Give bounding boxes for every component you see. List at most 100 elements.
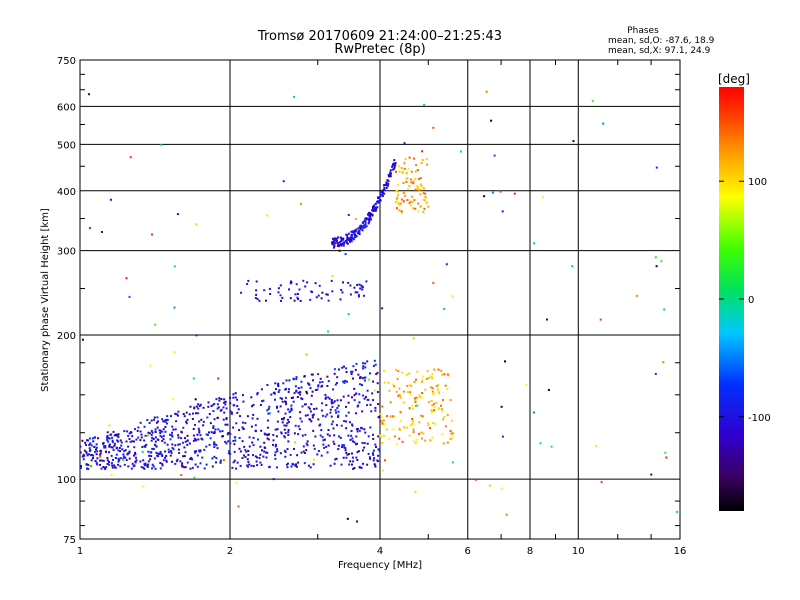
data-point [186, 418, 189, 421]
data-point [191, 418, 194, 420]
data-point [159, 452, 162, 455]
data-point [304, 414, 307, 417]
data-point [184, 440, 187, 443]
data-point [234, 392, 237, 395]
data-point [440, 408, 443, 411]
data-point [353, 234, 356, 236]
data-point [303, 462, 306, 465]
data-point [591, 99, 594, 102]
data-point [362, 449, 364, 452]
data-point [326, 385, 329, 387]
data-point [108, 437, 111, 440]
data-point [340, 236, 342, 239]
data-point [347, 394, 350, 397]
data-point [485, 90, 488, 93]
data-point [430, 400, 433, 402]
data-point [276, 406, 278, 409]
data-point [190, 456, 193, 459]
data-point [442, 399, 444, 401]
data-point [400, 202, 403, 205]
data-point [92, 440, 95, 443]
data-point [654, 372, 657, 375]
data-point [358, 465, 361, 468]
x-axis-label: Frequency [MHz] [338, 560, 422, 571]
data-point [181, 465, 184, 468]
data-point [500, 405, 503, 408]
data-point [159, 461, 162, 464]
data-point [129, 156, 132, 159]
data-point [134, 451, 136, 454]
data-point [411, 420, 414, 423]
data-point [430, 409, 433, 412]
data-point [347, 281, 350, 284]
data-point [137, 426, 140, 429]
data-point [347, 401, 350, 404]
data-point [277, 382, 280, 385]
data-point [424, 192, 427, 195]
data-point [188, 442, 191, 445]
data-point [377, 454, 380, 457]
data-point [288, 379, 291, 382]
data-point [242, 400, 245, 403]
data-point [232, 393, 235, 396]
data-point [382, 189, 385, 192]
data-point [490, 119, 493, 122]
data-point [367, 452, 370, 455]
data-point [287, 429, 290, 431]
data-point [210, 431, 213, 434]
data-point [251, 441, 254, 444]
data-point [365, 395, 367, 398]
data-point [381, 192, 384, 195]
data-point [196, 465, 199, 468]
data-point [353, 387, 356, 390]
data-point [229, 410, 232, 413]
data-point [155, 445, 158, 448]
data-point [504, 360, 506, 363]
data-point [165, 418, 168, 421]
data-point [106, 438, 109, 441]
data-point [329, 408, 332, 411]
data-point [333, 400, 336, 403]
data-point [334, 409, 337, 412]
data-point [283, 449, 286, 452]
data-point [195, 405, 198, 408]
data-point [154, 440, 157, 443]
data-point [186, 443, 189, 446]
data-point [254, 297, 257, 299]
data-point [113, 434, 116, 437]
data-point [194, 438, 197, 441]
data-point [181, 441, 184, 444]
data-point [88, 453, 90, 456]
data-point [406, 199, 409, 201]
data-point [230, 411, 233, 414]
data-point [355, 228, 358, 231]
data-point [175, 460, 178, 463]
data-point [401, 170, 404, 173]
data-point [330, 423, 333, 426]
data-point [372, 449, 375, 452]
data-point [264, 451, 267, 454]
data-point [333, 237, 336, 240]
data-point [100, 467, 103, 470]
data-point [533, 242, 536, 245]
data-point [257, 438, 259, 441]
data-point [272, 391, 275, 394]
data-point [361, 229, 364, 232]
data-point [374, 443, 377, 446]
data-point [395, 189, 398, 192]
data-point [182, 426, 185, 429]
data-point [282, 418, 285, 421]
data-point [299, 300, 302, 302]
data-point [191, 458, 194, 461]
data-point [161, 454, 164, 457]
x-tick-label: 1 [77, 546, 83, 557]
data-point [285, 379, 288, 382]
data-point [655, 265, 658, 268]
data-point [163, 441, 166, 444]
data-point [189, 405, 192, 408]
data-point [145, 443, 148, 446]
data-point [353, 231, 356, 234]
data-point [144, 434, 147, 437]
data-point [277, 391, 280, 393]
data-point [317, 385, 320, 388]
